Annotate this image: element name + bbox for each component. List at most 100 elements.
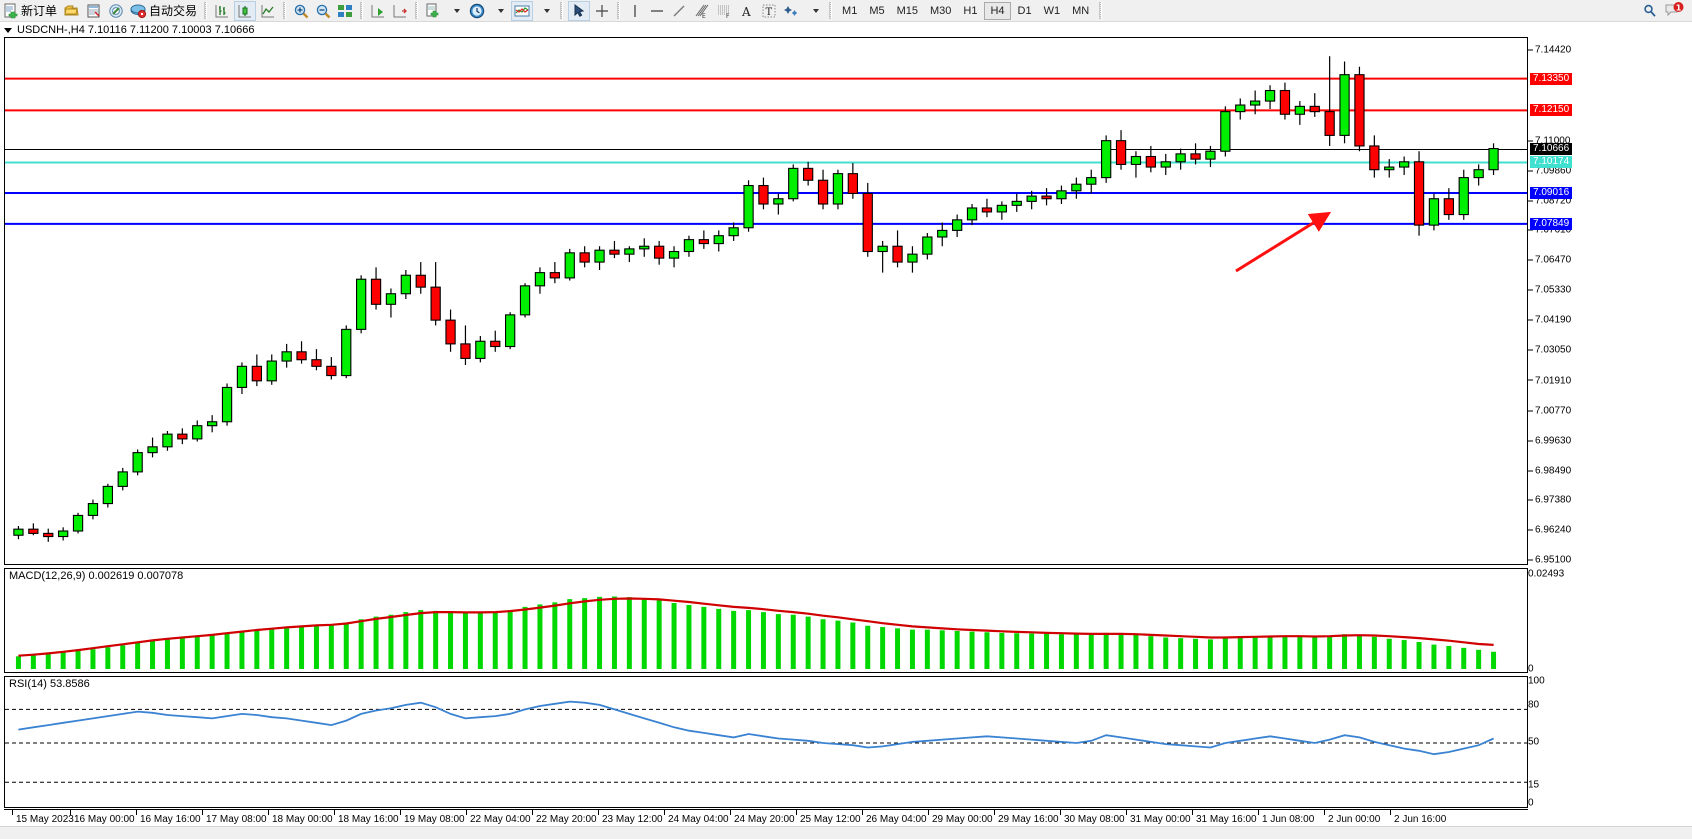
text-label-icon[interactable]: A (737, 1, 757, 21)
candle (788, 167, 799, 200)
timeframe-h1[interactable]: H1 (963, 4, 978, 17)
candle (177, 433, 188, 440)
timeframe-h4[interactable]: H4 (984, 1, 1011, 20)
text-icon[interactable]: T (759, 1, 779, 21)
macd-panel[interactable]: MACD(12,26,9) 0.002619 0.007078 (4, 568, 1528, 673)
candle (639, 245, 650, 250)
chart-shift-icon[interactable] (390, 1, 410, 21)
autotrading-button[interactable]: 自动交易 (128, 1, 199, 21)
resistance-level-2[interactable]: 7.12150 (1530, 104, 1573, 117)
horizontal-line-icon[interactable] (647, 1, 667, 21)
price-chart-panel[interactable] (4, 37, 1528, 565)
toolbar-separator (360, 2, 364, 19)
candle (758, 184, 769, 205)
time-tick-label: 22 May 20:00 (536, 814, 597, 825)
chart-menu-caret-icon[interactable] (4, 27, 12, 33)
candle (504, 314, 516, 348)
candle (892, 245, 903, 263)
timeframe-m5[interactable]: M5 (869, 4, 885, 17)
rsi-panel[interactable]: RSI(14) 53.8586 (4, 676, 1528, 808)
vertical-line-icon[interactable] (625, 1, 645, 21)
price-chart-canvas[interactable] (5, 38, 1527, 564)
price-scale-axis[interactable]: 7.14420 7.11000 7.09860 7.08720 7.07610 7.064… (1528, 37, 1692, 809)
candlestick-chart-icon[interactable] (234, 0, 257, 21)
new-chart-icon[interactable] (423, 1, 443, 21)
time-tick-mark (12, 810, 13, 815)
time-tick-mark (928, 810, 929, 815)
candle (355, 278, 367, 330)
svg-text:1: 1 (1676, 3, 1682, 12)
ask-price[interactable]: 7.10174 (1530, 156, 1573, 169)
fibonacci-icon[interactable]: F (714, 1, 735, 21)
toolbar-separator (560, 2, 564, 19)
candle (1086, 177, 1097, 185)
candle (996, 204, 1007, 213)
candle (877, 245, 888, 253)
last-price[interactable]: 7.10666 (1530, 143, 1573, 156)
zoom-in-icon[interactable] (291, 1, 311, 21)
macd-label: MACD(12,26,9) 0.002619 0.007078 (9, 570, 184, 582)
zoom-out-icon[interactable] (313, 1, 333, 21)
profiles-icon[interactable] (61, 1, 82, 21)
period-icon[interactable] (467, 1, 487, 21)
candle (1488, 148, 1499, 171)
svg-text:E: E (702, 13, 706, 19)
time-scale-axis[interactable]: 15 May 2023 16 May 00:00 16 May 16:00 17 Ma… (4, 809, 1528, 833)
auto-scroll-icon[interactable] (368, 1, 388, 21)
equidistant-channel-icon[interactable]: E (691, 1, 712, 21)
candle (698, 239, 709, 245)
time-tick-mark (334, 810, 335, 815)
time-tick-label: 24 May 04:00 (668, 814, 729, 825)
time-tick-label: 29 May 00:00 (932, 814, 993, 825)
rsi-tick: 50 (1528, 736, 1540, 748)
chart-area[interactable]: MACD(12,26,9) 0.002619 0.007078 RSI(14) … (0, 37, 1692, 839)
candle (1324, 111, 1335, 136)
support-level-2[interactable]: 7.07849 (1530, 217, 1573, 230)
time-tick-label: 31 May 00:00 (1130, 814, 1191, 825)
candle (802, 167, 814, 181)
crosshair-icon[interactable] (592, 1, 612, 21)
symbol-info-bar: USDCNH-,H4 7.10116 7.11200 7.10003 7.106… (0, 23, 1692, 37)
time-tick-mark (1126, 810, 1127, 815)
candle (326, 365, 337, 377)
timeframe-mn[interactable]: MN (1072, 4, 1090, 17)
candle (1264, 89, 1276, 102)
timeframe-d1[interactable]: D1 (1017, 4, 1032, 17)
timeframe-m15[interactable]: M15 (896, 4, 918, 17)
candle (1011, 200, 1022, 206)
candle (385, 293, 397, 305)
candle (132, 452, 143, 473)
market-watch-icon[interactable] (84, 1, 104, 21)
candle (13, 528, 24, 536)
line-chart-icon[interactable] (258, 1, 278, 21)
candle (475, 340, 486, 359)
time-tick-label: 25 May 12:00 (800, 814, 861, 825)
search-icon[interactable] (1640, 1, 1660, 21)
indicators-icon[interactable] (511, 0, 534, 21)
time-tick-mark (268, 810, 269, 815)
timeframe-m30[interactable]: M30 (930, 4, 952, 17)
chevron-down-icon[interactable] (804, 1, 824, 21)
resistance-level-1[interactable]: 7.13350 (1530, 72, 1573, 85)
shapes-icon[interactable] (781, 1, 802, 21)
timeframe-w1[interactable]: W1 (1043, 4, 1061, 17)
uptrend-arrow-annotation[interactable] (1230, 207, 1340, 277)
trendline-icon[interactable] (669, 1, 689, 21)
bar-chart-icon[interactable] (212, 1, 232, 21)
price-tick: 7.08720 (1528, 195, 1571, 206)
candle (192, 425, 203, 440)
new-order-button[interactable]: 新订单 (1, 1, 59, 21)
support-level-1[interactable]: 7.09016 (1530, 187, 1573, 200)
timeframe-m1[interactable]: M1 (842, 4, 858, 17)
cursor-icon[interactable] (568, 0, 591, 21)
time-tick-mark (730, 810, 731, 815)
candle (862, 192, 873, 253)
candle (236, 365, 248, 388)
alerts-icon[interactable]: 1 (1662, 1, 1686, 21)
chevron-down-icon[interactable] (445, 1, 465, 21)
navigator-icon[interactable] (106, 1, 126, 21)
time-tick-label: 30 May 08:00 (1064, 814, 1125, 825)
tile-windows-icon[interactable] (335, 1, 355, 21)
chevron-down-icon[interactable] (535, 1, 555, 21)
chevron-down-icon[interactable] (489, 1, 509, 21)
